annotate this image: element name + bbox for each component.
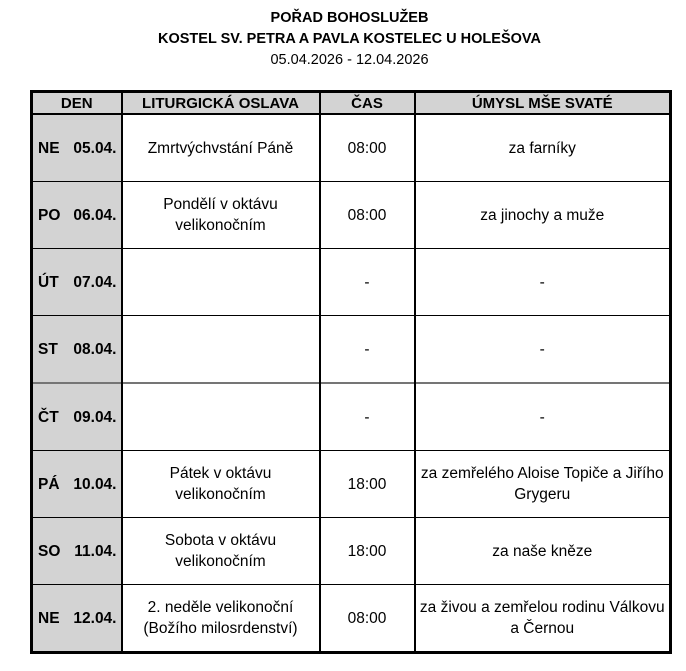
table-row: PO 06.04. Pondělí v oktávu velikonočním …	[30, 181, 672, 249]
table-row: NE 05.04. Zmrtvýchvstání Páně 08:00 za f…	[30, 113, 672, 182]
document-title: POŘAD BOHOSLUŽEB	[270, 10, 429, 26]
day-date: 11.04.	[74, 542, 117, 560]
celebration-cell: Pátek v oktávu velikonočním	[120, 450, 321, 518]
day-cell-content: NE 12.04.	[34, 608, 120, 629]
time-cell: 08:00	[318, 113, 416, 182]
day-cell: NE 12.04.	[30, 584, 123, 653]
table-row: SO 11.04. Sobota v oktávu velikonočním 1…	[30, 517, 672, 585]
celebration-cell: Sobota v oktávu velikonočním	[120, 517, 321, 585]
day-abbr: PÁ	[38, 475, 60, 493]
col-header-intention: ÚMYSL MŠE SVATÉ	[413, 91, 672, 115]
day-date: 10.04.	[73, 475, 117, 493]
day-cell: ÚT 07.04.	[30, 248, 123, 316]
day-abbr: SO	[38, 542, 61, 560]
day-date: 12.04.	[73, 609, 117, 627]
intention-cell: za jinochy a muže	[413, 181, 672, 249]
col-header-celebration: LITURGICKÁ OSLAVA	[120, 91, 321, 115]
time-cell: 08:00	[318, 584, 416, 653]
celebration-cell	[120, 248, 321, 316]
celebration-cell: Zmrtvýchvstání Páně	[120, 113, 321, 182]
day-cell-content: NE 05.04.	[34, 138, 120, 159]
celebration-cell	[120, 315, 321, 384]
day-date: 06.04.	[73, 206, 117, 224]
table-row: ČT 09.04. - -	[30, 382, 672, 451]
day-cell-content: PÁ 10.04.	[34, 474, 120, 495]
time-cell: -	[318, 382, 416, 451]
intention-cell: za naše kněze	[413, 517, 672, 585]
header-row: DEN LITURGICKÁ OSLAVA ČAS ÚMYSL MŠE SVAT…	[30, 91, 672, 115]
date-range: 05.04.2026 - 12.04.2026	[270, 52, 429, 68]
intention-cell: za zemřelého Aloise Topiče a Jiřího Gryg…	[413, 450, 672, 518]
day-abbr: ČT	[38, 408, 59, 426]
time-cell: 08:00	[318, 181, 416, 249]
day-cell: SO 11.04.	[30, 517, 123, 585]
intention-cell: -	[413, 248, 672, 316]
schedule-table: DEN LITURGICKÁ OSLAVA ČAS ÚMYSL MŠE SVAT…	[30, 90, 672, 654]
day-date: 07.04.	[73, 273, 117, 291]
intention-cell: -	[413, 315, 672, 384]
day-cell: PÁ 10.04.	[30, 450, 123, 518]
day-abbr: ST	[38, 340, 58, 358]
day-cell-content: PO 06.04.	[34, 205, 120, 226]
day-cell-content: SO 11.04.	[34, 541, 120, 562]
time-cell: -	[318, 315, 416, 384]
day-cell-content: ČT 09.04.	[34, 407, 120, 428]
day-cell-content: ÚT 07.04.	[34, 272, 120, 293]
intention-cell: za živou a zemřelou rodinu Válkovu a Čer…	[413, 584, 672, 653]
day-date: 09.04.	[73, 408, 117, 426]
celebration-cell	[120, 382, 321, 451]
intention-cell: -	[413, 382, 672, 451]
table-row: PÁ 10.04. Pátek v oktávu velikonočním 18…	[30, 450, 672, 518]
day-abbr: ÚT	[38, 273, 59, 291]
celebration-cell: 2. neděle velikonoční (Božího milosrdens…	[120, 584, 321, 653]
day-cell: ST 08.04.	[30, 315, 123, 384]
col-header-time: ČAS	[318, 91, 416, 115]
day-abbr: PO	[38, 206, 61, 224]
day-abbr: NE	[38, 609, 60, 627]
time-cell: -	[318, 248, 416, 316]
church-name: KOSTEL SV. PETRA A PAVLA KOSTELEC U HOLE…	[158, 31, 541, 47]
celebration-cell: Pondělí v oktávu velikonočním	[120, 181, 321, 249]
day-cell: ČT 09.04.	[30, 382, 123, 451]
col-header-day: DEN	[30, 91, 123, 115]
time-cell: 18:00	[318, 517, 416, 585]
time-cell: 18:00	[318, 450, 416, 518]
document-header: POŘAD BOHOSLUŽEB KOSTEL SV. PETRA A PAVL…	[30, 8, 669, 71]
table-row: ST 08.04. - -	[30, 315, 672, 384]
day-cell: PO 06.04.	[30, 181, 123, 249]
table-row: ÚT 07.04. - -	[30, 248, 672, 316]
day-abbr: NE	[38, 139, 60, 157]
day-cell: NE 05.04.	[30, 113, 123, 182]
day-date: 05.04.	[73, 139, 117, 157]
day-date: 08.04.	[73, 340, 117, 358]
day-cell-content: ST 08.04.	[34, 339, 120, 360]
intention-cell: za farníky	[413, 113, 672, 182]
table-row: NE 12.04. 2. neděle velikonoční (Božího …	[30, 584, 672, 653]
